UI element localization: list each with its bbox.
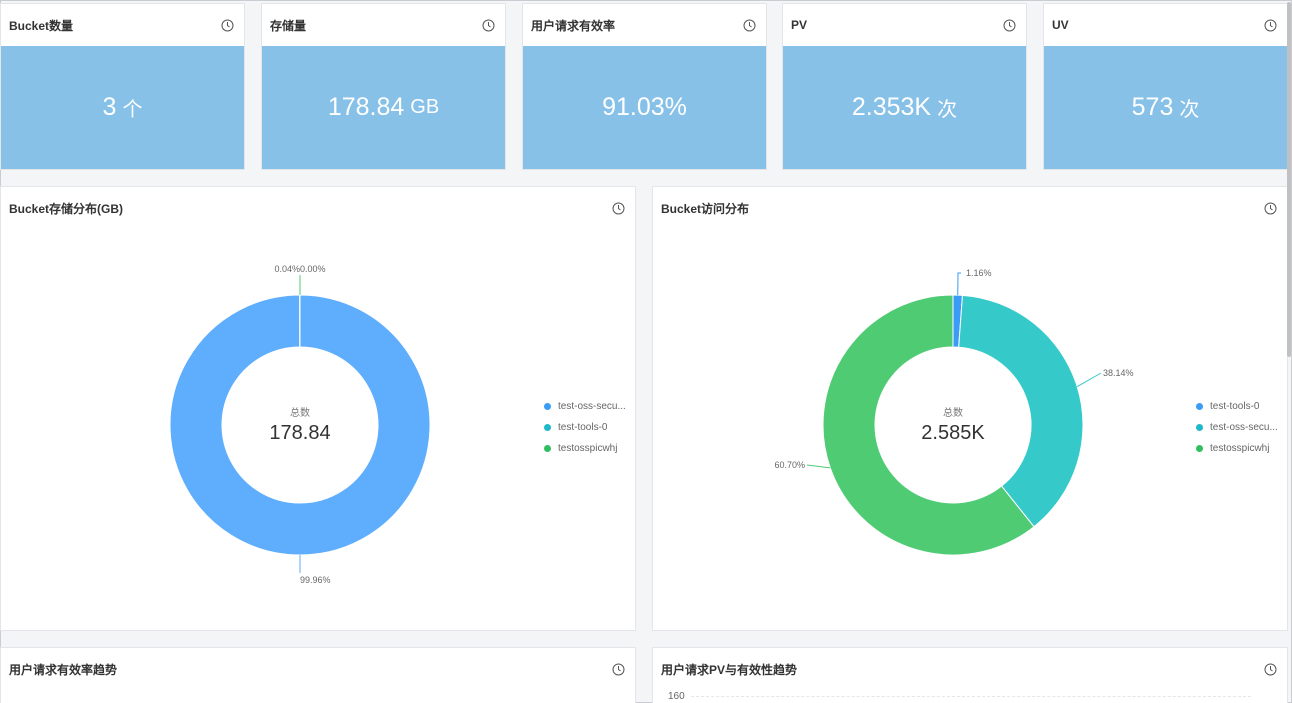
storage-donut-chart: 总数 178.84 0.04%0.00% 99.96% [169, 264, 431, 585]
legend-dot [544, 445, 551, 452]
clock-icon[interactable] [743, 19, 756, 32]
kpi-value: 178.84 [327, 93, 405, 121]
label-leader-line [1076, 372, 1102, 388]
kpi-card-storage: 存储量 178.84 GB [261, 3, 506, 170]
legend-label: test-tools-0 [1210, 401, 1260, 412]
kpi-card-uv: UV 573 次 [1043, 3, 1288, 170]
clock-icon[interactable] [1003, 19, 1016, 32]
kpi-value: 573 [1131, 93, 1174, 121]
slice-label: 99.96% [300, 575, 331, 585]
storage-distribution-card: Bucket存储分布(GB) 总数 178.84 0.04%0.00% 99.96% … [0, 186, 636, 631]
clock-icon[interactable] [612, 202, 625, 215]
slice-label: 60.70% [774, 460, 805, 470]
chart-title: 用户请求PV与有效性趋势 [661, 662, 798, 677]
slice-label: 0.04%0.00% [274, 264, 325, 274]
pv-validity-trend-card: 用户请求PV与有效性趋势 160 [652, 647, 1288, 703]
donut-center-value: 2.585K [921, 422, 985, 444]
kpi-unit: GB [410, 96, 440, 118]
access-donut-chart: 总数 2.585K 1.16% 38.14% 60.70% [774, 268, 1134, 556]
kpi-value-panel: 2.353K 次 [783, 46, 1026, 169]
kpi-value-panel: 573 次 [1044, 46, 1287, 169]
kpi-card-pv: PV 2.353K 次 [782, 3, 1027, 170]
donut-slice[interactable] [822, 294, 1035, 556]
kpi-title: 存储量 [270, 18, 307, 33]
y-axis-tick: 160 [668, 691, 685, 702]
chart-title: Bucket存储分布(GB) [9, 201, 124, 216]
label-leader-line [957, 272, 961, 296]
vertical-scrollbar[interactable] [1287, 2, 1291, 357]
kpi-value: 2.353K [851, 93, 932, 121]
clock-icon[interactable] [1264, 663, 1277, 676]
clock-icon[interactable] [482, 19, 495, 32]
kpi-title: PV [791, 18, 808, 32]
legend-dot [544, 424, 551, 431]
legend-dot [1196, 403, 1203, 410]
kpi-value: 3 [102, 93, 117, 121]
legend-item[interactable]: test-tools-0 [544, 417, 626, 438]
slice-label: 38.14% [1103, 368, 1134, 378]
legend-item[interactable]: test-tools-0 [1196, 396, 1278, 417]
donut-center-label: 总数 [943, 406, 963, 419]
kpi-value-panel: 91.03% [523, 46, 766, 169]
legend-item[interactable]: testosspicwhj [544, 438, 626, 459]
legend-dot [544, 403, 551, 410]
kpi-title: Bucket数量 [9, 18, 74, 33]
chart-title: 用户请求有效率趋势 [9, 662, 118, 677]
clock-icon[interactable] [612, 663, 625, 676]
donut-center-label: 总数 [290, 406, 310, 419]
clock-icon[interactable] [1264, 19, 1277, 32]
valid-rate-trend-card: 用户请求有效率趋势 [0, 647, 636, 703]
kpi-value: 91.03% [602, 93, 687, 121]
legend-label: test-oss-secu... [1210, 422, 1278, 433]
legend-item[interactable]: test-oss-secu... [544, 396, 626, 417]
kpi-title: 用户请求有效率 [531, 18, 616, 33]
kpi-unit: 次 [937, 99, 958, 121]
legend-item[interactable]: testosspicwhj [1196, 438, 1278, 459]
slice-label: 1.16% [966, 268, 992, 278]
legend-dot [1196, 424, 1203, 431]
kpi-value-panel: 178.84 GB [262, 46, 505, 169]
legend-label: test-oss-secu... [558, 401, 626, 412]
kpi-title: UV [1052, 18, 1069, 32]
kpi-unit: 个 [122, 99, 143, 121]
donut-center-value: 178.84 [269, 422, 330, 444]
donut-slice[interactable] [958, 294, 1084, 528]
access-legend: test-tools-0 test-oss-secu... testosspic… [1196, 396, 1278, 459]
access-distribution-card: Bucket访问分布 总数 2.585K 1.16% 38.14% 60.70% tes… [652, 186, 1288, 631]
legend-label: test-tools-0 [558, 422, 608, 433]
legend-dot [1196, 445, 1203, 452]
clock-icon[interactable] [221, 19, 234, 32]
label-leader-line [806, 464, 831, 469]
kpi-unit: 次 [1179, 99, 1200, 121]
legend-item[interactable]: test-oss-secu... [1196, 417, 1278, 438]
gridline [691, 696, 1251, 697]
legend-label: testosspicwhj [558, 443, 618, 454]
clock-icon[interactable] [1264, 202, 1277, 215]
kpi-card-valid-rate: 用户请求有效率 91.03% [522, 3, 767, 170]
donut-slice[interactable] [169, 294, 431, 556]
legend-label: testosspicwhj [1210, 443, 1270, 454]
storage-legend: test-oss-secu... test-tools-0 testosspic… [544, 396, 626, 459]
chart-title: Bucket访问分布 [661, 201, 750, 216]
